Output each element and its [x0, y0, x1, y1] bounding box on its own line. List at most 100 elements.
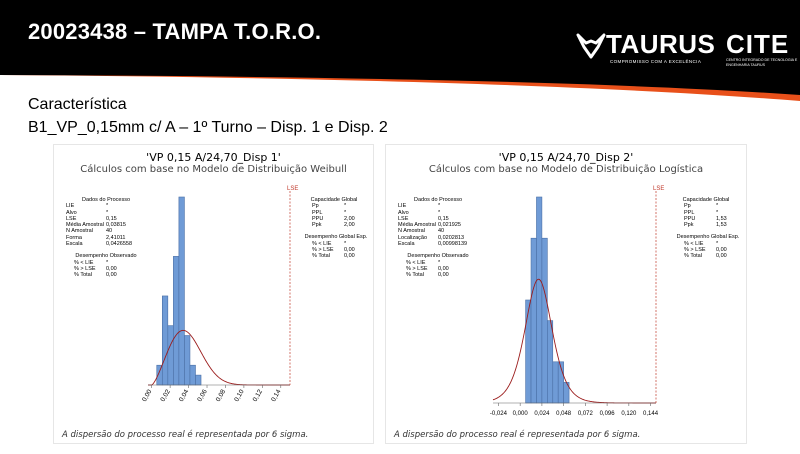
stat-row: Ppk 1,53 [676, 222, 748, 228]
stat-value: 0,00 [106, 265, 117, 272]
stat-row: Localização 0,0202813 [398, 235, 498, 241]
histogram-chart: 0,00 0,02 0,04 0,06 0,08 0,10 0,12 0,14 LSE [141, 186, 298, 403]
stat-key: Localização [398, 234, 428, 241]
stat-row: Ppk 2,00 [304, 222, 374, 228]
capability-panel-disp1: 'VP 0,15 A/24,70_Disp 1' Cálculos com ba… [53, 144, 374, 444]
stat-key: Pp [312, 203, 319, 210]
stat-row: Média Amostral 0,021925 [398, 222, 498, 228]
stat-row: Pp * [304, 203, 374, 209]
histogram-bar [178, 196, 185, 386]
x-tick-label: -0,024 [490, 411, 508, 417]
stat-key: PPL [312, 209, 323, 216]
stat-value: * [106, 203, 109, 210]
histogram-bar [530, 237, 537, 404]
lse-label: LSE [653, 186, 664, 192]
taurus-tagline: COMPROMISSO COM A EXCELÊNCIA [610, 59, 702, 64]
x-tick-label: 0,12 [252, 388, 265, 403]
histogram-bar [195, 374, 202, 386]
observed-header: Desempenho Observado [75, 253, 137, 260]
histogram-chart: -0,024 0,000 0,024 0,048 0,072 0,096 0,120 0,14… [490, 186, 664, 417]
stat-row: % > LSE 0,00 [66, 266, 166, 272]
stat-key: N Amostral [66, 228, 93, 235]
stat-value: * [716, 209, 719, 216]
stat-key: LSE [66, 215, 77, 222]
stat-value: 0,021925 [438, 222, 461, 229]
stat-row: % > LSE 0,00 [398, 266, 498, 272]
stat-key: % > LSE [684, 247, 706, 254]
x-tick-label: 0,06 [196, 388, 209, 403]
x-tick-label: 0,120 [621, 411, 637, 417]
page-title: 20023438 – TAMPA T.O.R.O. [28, 19, 322, 44]
stat-key: PPU [312, 215, 324, 222]
stat-value: * [716, 240, 719, 247]
capability-panel-disp2: 'VP 0,15 A/24,70_Disp 2' Cálculos com ba… [385, 144, 747, 444]
stat-value: 0,0202813 [438, 234, 464, 241]
stat-value: * [716, 203, 719, 210]
cite-tagline-line1: CENTRO INTEGRADO DE TECNOLOGIA E [726, 58, 798, 62]
stat-row: LIE * [66, 203, 166, 209]
observed-rows: % < LIE * % > LSE 0,00 % Total 0,00 [398, 260, 498, 279]
stat-row: LSE 0,15 [66, 216, 166, 222]
stat-row: N Amostral 40 [66, 228, 166, 234]
process-data-block: Dados do Processo LIE * Alvo * LSE 0,15 Média … [398, 197, 498, 279]
stat-key: % Total [312, 253, 330, 260]
taurus-wordmark: TAURUS [606, 29, 716, 59]
stat-key: LIE [398, 203, 407, 210]
stat-key: % < LIE [74, 259, 94, 266]
stat-row: Forma 2,41011 [66, 235, 166, 241]
x-tick-label: 0,14 [270, 388, 283, 403]
stat-key: Alvo [398, 209, 409, 216]
stat-row: % Total 0,00 [398, 272, 498, 278]
stat-row: LIE * [398, 203, 498, 209]
x-tick-label: 0,000 [513, 411, 529, 417]
stat-value: * [344, 209, 347, 216]
stat-row: % < LIE * [304, 241, 374, 247]
stat-row: LSE 0,15 [398, 216, 498, 222]
x-tick-label: 0,144 [643, 411, 659, 417]
process-data-rows: LIE * Alvo * LSE 0,15 Média Amostral 0,03815 N A… [66, 203, 166, 247]
x-tick-label: 0,08 [215, 388, 228, 403]
observed-header: Desempenho Observado [407, 253, 469, 260]
stat-key: Ppk [312, 222, 322, 229]
lse-label: LSE [287, 186, 298, 192]
stat-key: Forma [66, 234, 82, 241]
stat-row: Média Amostral 0,03815 [66, 222, 166, 228]
stat-value: 2,00 [344, 215, 355, 222]
stat-row: % > LSE 0,00 [304, 247, 374, 253]
capability-rows: Pp * PPL * PPU 1,53 Ppk 1,53 [676, 203, 748, 228]
histogram-bar [525, 299, 532, 404]
stat-value: 0,00 [438, 272, 449, 279]
stat-value: 0,03815 [106, 222, 126, 229]
histogram-bar [167, 325, 174, 386]
capability-rows: Pp * PPL * PPU 2,00 Ppk 2,00 [304, 203, 374, 228]
stat-row: % Total 0,00 [66, 272, 166, 278]
stat-row: % Total 0,00 [304, 253, 374, 259]
stat-value: 1,53 [716, 222, 727, 229]
stat-value: 2,00 [344, 222, 355, 229]
x-tick-label: 0,024 [534, 411, 550, 417]
histogram-bar [541, 237, 548, 404]
stat-value: * [106, 209, 109, 216]
histogram-bar [189, 364, 196, 386]
panel-title: 'VP 0,15 A/24,70_Disp 1' [146, 151, 281, 164]
stat-row: % < LIE * [398, 260, 498, 266]
stat-row: PPL * [676, 210, 748, 216]
x-tick-label: 0,048 [556, 411, 572, 417]
stat-key: PPU [684, 215, 696, 222]
stat-value: * [438, 259, 441, 266]
expected-header: Desempenho Global Esp. [676, 234, 740, 241]
stat-key: % Total [406, 272, 424, 279]
stat-value: 0,15 [438, 215, 449, 222]
stat-row: PPU 1,53 [676, 216, 748, 222]
panel-title: 'VP 0,15 A/24,70_Disp 2' [498, 151, 634, 164]
stat-key: Média Amostral [398, 222, 436, 229]
panel-subtitle: Cálculos com base no Modelo de Distribui… [428, 164, 704, 175]
stat-key: Escala [66, 241, 83, 248]
expected-rows: % < LIE * % > LSE 0,00 % Total 0,00 [304, 241, 374, 260]
stat-row: Escala 0,0426558 [66, 241, 166, 247]
process-data-rows: LIE * Alvo * LSE 0,15 Média Amostral 0,021925 N … [398, 203, 498, 247]
stat-row: Alvo * [66, 210, 166, 216]
x-tick-label: 0,00 [141, 388, 154, 403]
stat-value: 0,00 [344, 253, 355, 260]
cite-wordmark: CITE [726, 29, 790, 59]
